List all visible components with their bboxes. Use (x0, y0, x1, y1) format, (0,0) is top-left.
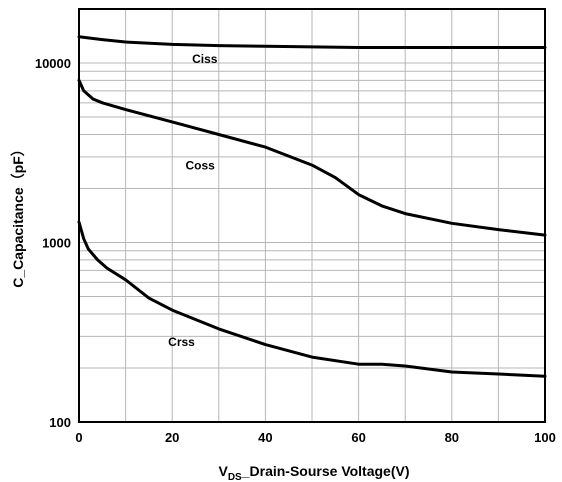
y-tick-label: 100 (49, 415, 71, 430)
x-axis-title-main: V (218, 463, 228, 479)
x-axis-title: VDS_Drain-Sourse Voltage(V) (218, 463, 409, 482)
series-line-coss (77, 78, 547, 237)
series-curves (77, 35, 547, 378)
series-label-coss: Coss (185, 159, 215, 173)
series-label-crss: Crss (168, 335, 195, 349)
x-tick-label: 20 (165, 430, 179, 445)
x-tick-label: 100 (534, 430, 556, 445)
vertical-grid (125, 9, 499, 422)
series-label-ciss: Ciss (192, 52, 218, 66)
y-tick-label: 1000 (42, 236, 71, 251)
series-labels: Ciss Coss Crss (168, 52, 218, 349)
y-tick-labels: 100 1000 10000 (35, 56, 71, 430)
x-tick-label: 0 (75, 430, 82, 445)
plot-frame (78, 8, 546, 423)
y-tick-label: 10000 (35, 56, 71, 71)
x-tick-labels: 0 20 40 60 80 100 (75, 430, 555, 445)
y-axis-title: C_Capacitance（pF） (10, 142, 26, 287)
x-axis-title-subscript: DS (228, 472, 242, 482)
x-axis-title-rest: _Drain-Sourse Voltage(V) (241, 463, 410, 479)
x-tick-label: 60 (351, 430, 365, 445)
series-line-crss (77, 220, 547, 378)
x-tick-label: 40 (258, 430, 272, 445)
series-line-ciss (77, 35, 547, 49)
horizontal-grid (79, 62, 545, 369)
x-tick-label: 80 (445, 430, 459, 445)
